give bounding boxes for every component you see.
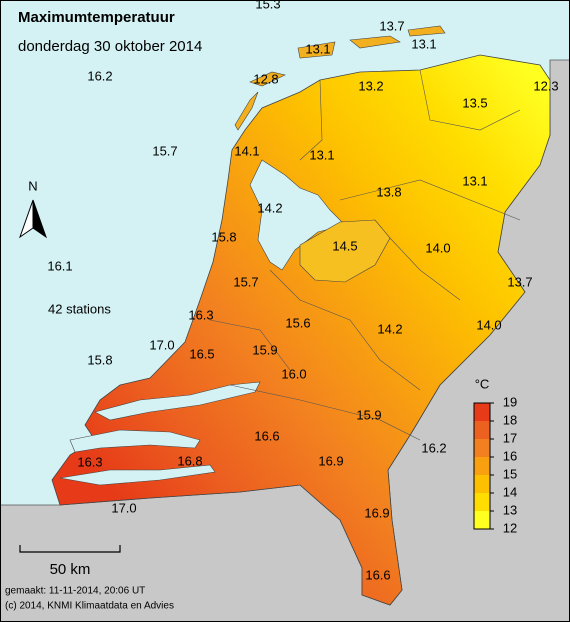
legend-tick-label: 19	[503, 394, 517, 409]
legend-swatch	[474, 457, 490, 475]
station-value: 16.2	[87, 68, 112, 83]
station-value: 16.3	[77, 454, 102, 469]
station-value: 12.3	[533, 78, 558, 93]
station-value: 16.6	[365, 567, 390, 582]
legend-swatch	[474, 403, 490, 421]
station-value: 13.8	[376, 184, 401, 199]
station-value: 12.8	[253, 71, 278, 86]
legend-tick-label: 18	[503, 412, 517, 427]
date: donderdag 30 oktober 2014	[18, 38, 202, 55]
station-value: 14.2	[377, 321, 402, 336]
netherlands	[51, 54, 551, 606]
station-value: 15.8	[211, 229, 236, 244]
legend-swatch	[474, 511, 490, 529]
station-value: 14.5	[332, 238, 357, 253]
station-value: 13.2	[358, 78, 383, 93]
station-value: 13.1	[305, 41, 330, 56]
scale-bar	[19, 545, 121, 553]
station-value: 14.1	[234, 143, 259, 158]
station-value: 17.0	[149, 337, 174, 352]
station-value: 14.0	[425, 240, 450, 255]
flevoland	[299, 219, 391, 283]
station-value: 17.0	[111, 500, 136, 515]
station-value: 15.7	[152, 143, 177, 158]
station-value: 15.9	[252, 342, 277, 357]
scale-label: 50 km	[50, 561, 91, 578]
legend-tick-label: 13	[503, 502, 517, 517]
legend-unit: °C	[475, 376, 490, 391]
legend: 12 13 14 15 16 17 18 19	[473, 394, 517, 535]
footer-copyright: (c) 2014, KNMI Klimaatdata en Advies	[5, 601, 174, 612]
legend-tick-label: 14	[503, 484, 517, 499]
station-value: 14.0	[476, 317, 501, 332]
legend-swatch	[474, 421, 490, 439]
station-count: 42 stations	[48, 301, 111, 316]
station-value: 16.5	[189, 346, 214, 361]
station-value: 16.0	[281, 366, 306, 381]
north-arrow	[32, 199, 47, 239]
station-value: 14.2	[257, 200, 282, 215]
station-value: 16.6	[254, 428, 279, 443]
province-borders	[209, 69, 521, 441]
station-value: 13.1	[462, 173, 487, 188]
legend-swatch	[474, 493, 490, 511]
wadden-islands	[234, 25, 446, 131]
title: Maximumtemperatuur	[18, 9, 175, 26]
legend-tick-label: 15	[503, 466, 517, 481]
zeeland-water	[59, 381, 261, 486]
legend-tick-label: 12	[503, 520, 517, 535]
station-value: 13.7	[507, 274, 532, 289]
station-value: 16.8	[177, 453, 202, 468]
station-value: 15.6	[285, 315, 310, 330]
station-value: 13.1	[411, 36, 436, 51]
legend-border	[473, 402, 491, 530]
station-value: 16.9	[318, 453, 343, 468]
legend-swatch	[474, 475, 490, 493]
station-value: 13.7	[379, 18, 404, 33]
station-value: 13.5	[462, 95, 487, 110]
legend-tick-label: 16	[503, 448, 517, 463]
station-value: 16.2	[421, 440, 446, 455]
station-value: 15.8	[87, 352, 112, 367]
footer-made: gemaakt: 11-11-2014, 20:06 UT	[5, 586, 145, 597]
station-value: 15.3	[255, 0, 280, 11]
station-value: 15.7	[233, 274, 258, 289]
legend-swatch	[474, 439, 490, 457]
north-label: N	[28, 178, 37, 193]
legend-tick-label: 17	[503, 430, 517, 445]
station-value: 16.3	[188, 307, 213, 322]
station-value: 16.1	[47, 258, 72, 273]
station-value: 15.9	[356, 407, 381, 422]
station-value: 13.1	[309, 147, 334, 162]
station-value: 16.9	[364, 505, 389, 520]
